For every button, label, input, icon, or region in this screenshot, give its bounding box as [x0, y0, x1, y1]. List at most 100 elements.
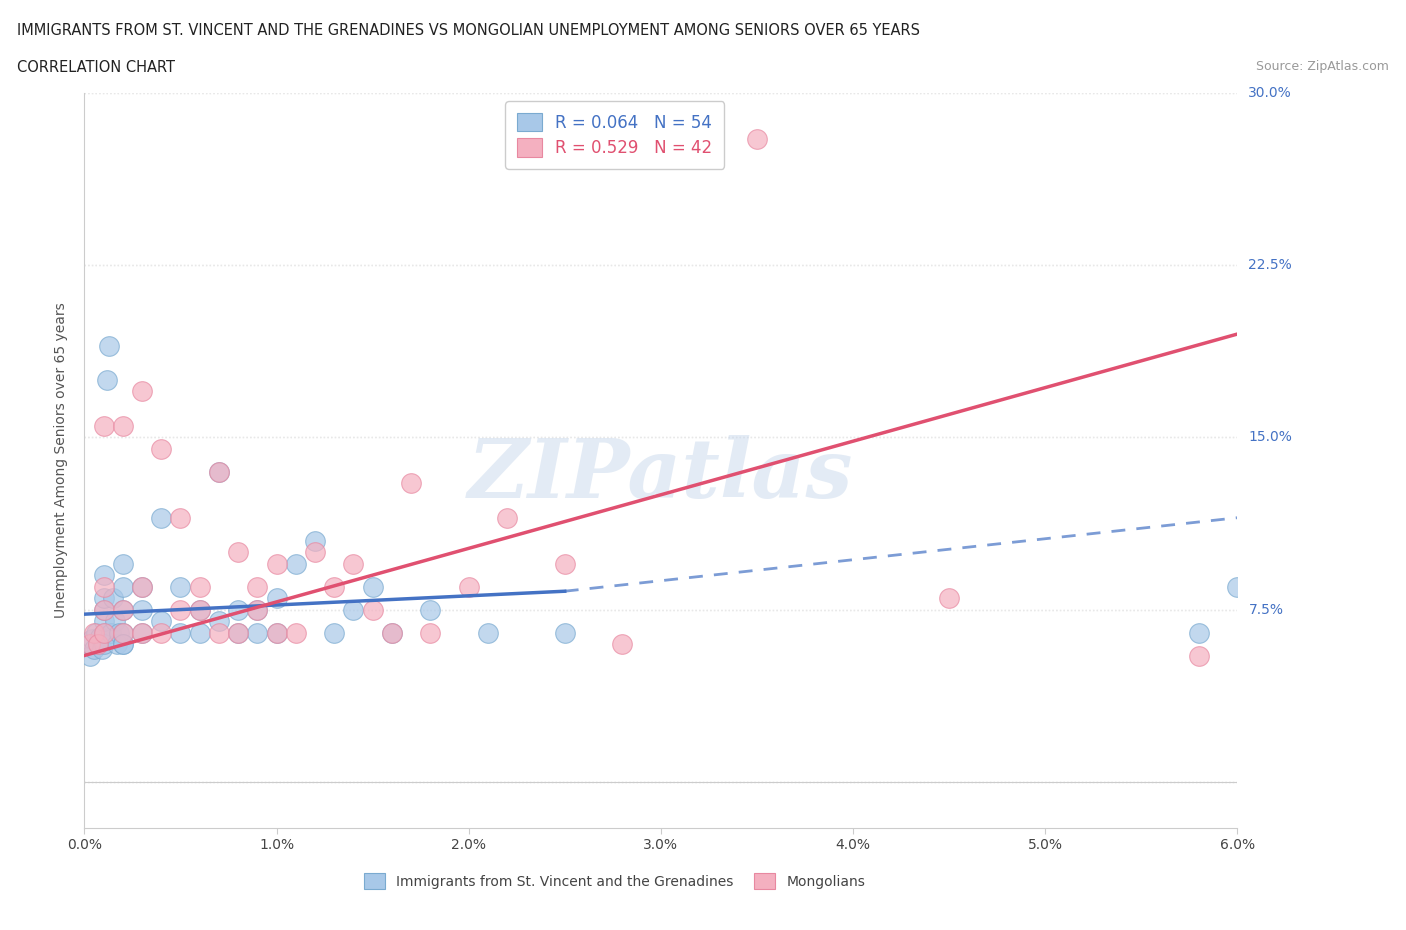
Text: 30.0%: 30.0% [1249, 86, 1292, 100]
Point [93, 625, 115, 640]
Point [111, 579, 134, 594]
Point [84, 625, 107, 640]
Point [554, 556, 576, 571]
Point [131, 625, 153, 640]
Point [108, 625, 131, 640]
Point [304, 545, 326, 560]
Point [208, 625, 231, 640]
Point [399, 476, 422, 491]
Point [381, 625, 404, 640]
Point [745, 131, 768, 146]
Point [554, 625, 576, 640]
Point [226, 625, 249, 640]
Point [100, 625, 122, 640]
Point [150, 442, 173, 457]
Point [79, 637, 101, 652]
Point [188, 625, 211, 640]
Point [93, 591, 115, 605]
Legend: Immigrants from St. Vincent and the Grenadines, Mongolians: Immigrants from St. Vincent and the Gren… [359, 868, 870, 895]
Point [246, 625, 269, 640]
Point [87, 637, 110, 652]
Point [111, 625, 134, 640]
Point [477, 625, 499, 640]
Point [83, 641, 105, 656]
Point [103, 591, 124, 605]
Point [93, 579, 115, 594]
Point [266, 591, 288, 605]
Y-axis label: Unemployment Among Seniors over 65 years: Unemployment Among Seniors over 65 years [55, 302, 69, 618]
Point [1188, 625, 1211, 640]
Point [304, 533, 326, 548]
Point [111, 602, 134, 617]
Point [150, 614, 173, 629]
Text: IMMIGRANTS FROM ST. VINCENT AND THE GRENADINES VS MONGOLIAN UNEMPLOYMENT AMONG S: IMMIGRANTS FROM ST. VINCENT AND THE GREN… [17, 23, 920, 38]
Point [111, 637, 134, 652]
Point [208, 464, 231, 479]
Point [80, 632, 103, 647]
Point [342, 602, 364, 617]
Text: 15.0%: 15.0% [1249, 431, 1292, 445]
Point [111, 625, 134, 640]
Text: Source: ZipAtlas.com: Source: ZipAtlas.com [1256, 60, 1389, 73]
Point [93, 614, 115, 629]
Point [323, 579, 346, 594]
Point [323, 625, 346, 640]
Point [419, 602, 441, 617]
Point [226, 625, 249, 640]
Point [131, 579, 153, 594]
Point [93, 602, 115, 617]
Point [131, 625, 153, 640]
Point [83, 625, 105, 640]
Point [98, 339, 121, 353]
Point [79, 648, 101, 663]
Point [246, 579, 269, 594]
Point [150, 511, 173, 525]
Point [96, 373, 118, 388]
Point [111, 637, 134, 652]
Point [104, 614, 127, 629]
Point [93, 637, 115, 652]
Point [111, 602, 134, 617]
Point [169, 625, 191, 640]
Point [361, 602, 384, 617]
Point [131, 602, 153, 617]
Point [93, 567, 115, 582]
Point [612, 637, 634, 652]
Point [208, 614, 231, 629]
Point [208, 464, 231, 479]
Point [342, 556, 364, 571]
Point [188, 579, 211, 594]
Point [111, 418, 134, 433]
Point [131, 384, 153, 399]
Point [284, 625, 307, 640]
Point [169, 579, 191, 594]
Point [266, 625, 288, 640]
Point [419, 625, 441, 640]
Point [90, 641, 112, 656]
Point [1226, 579, 1249, 594]
Point [381, 625, 404, 640]
Point [188, 602, 211, 617]
Point [496, 511, 519, 525]
Point [1188, 648, 1211, 663]
Point [111, 556, 134, 571]
Point [361, 579, 384, 594]
Point [266, 556, 288, 571]
Point [188, 602, 211, 617]
Point [93, 625, 115, 640]
Point [105, 637, 128, 652]
Point [266, 625, 288, 640]
Point [246, 602, 269, 617]
Point [284, 556, 307, 571]
Point [150, 625, 173, 640]
Point [131, 579, 153, 594]
Point [246, 602, 269, 617]
Text: ZIPatlas: ZIPatlas [468, 435, 853, 515]
Text: 22.5%: 22.5% [1249, 259, 1292, 272]
Point [226, 545, 249, 560]
Point [87, 637, 110, 652]
Point [93, 418, 115, 433]
Point [169, 602, 191, 617]
Point [169, 511, 191, 525]
Point [93, 602, 115, 617]
